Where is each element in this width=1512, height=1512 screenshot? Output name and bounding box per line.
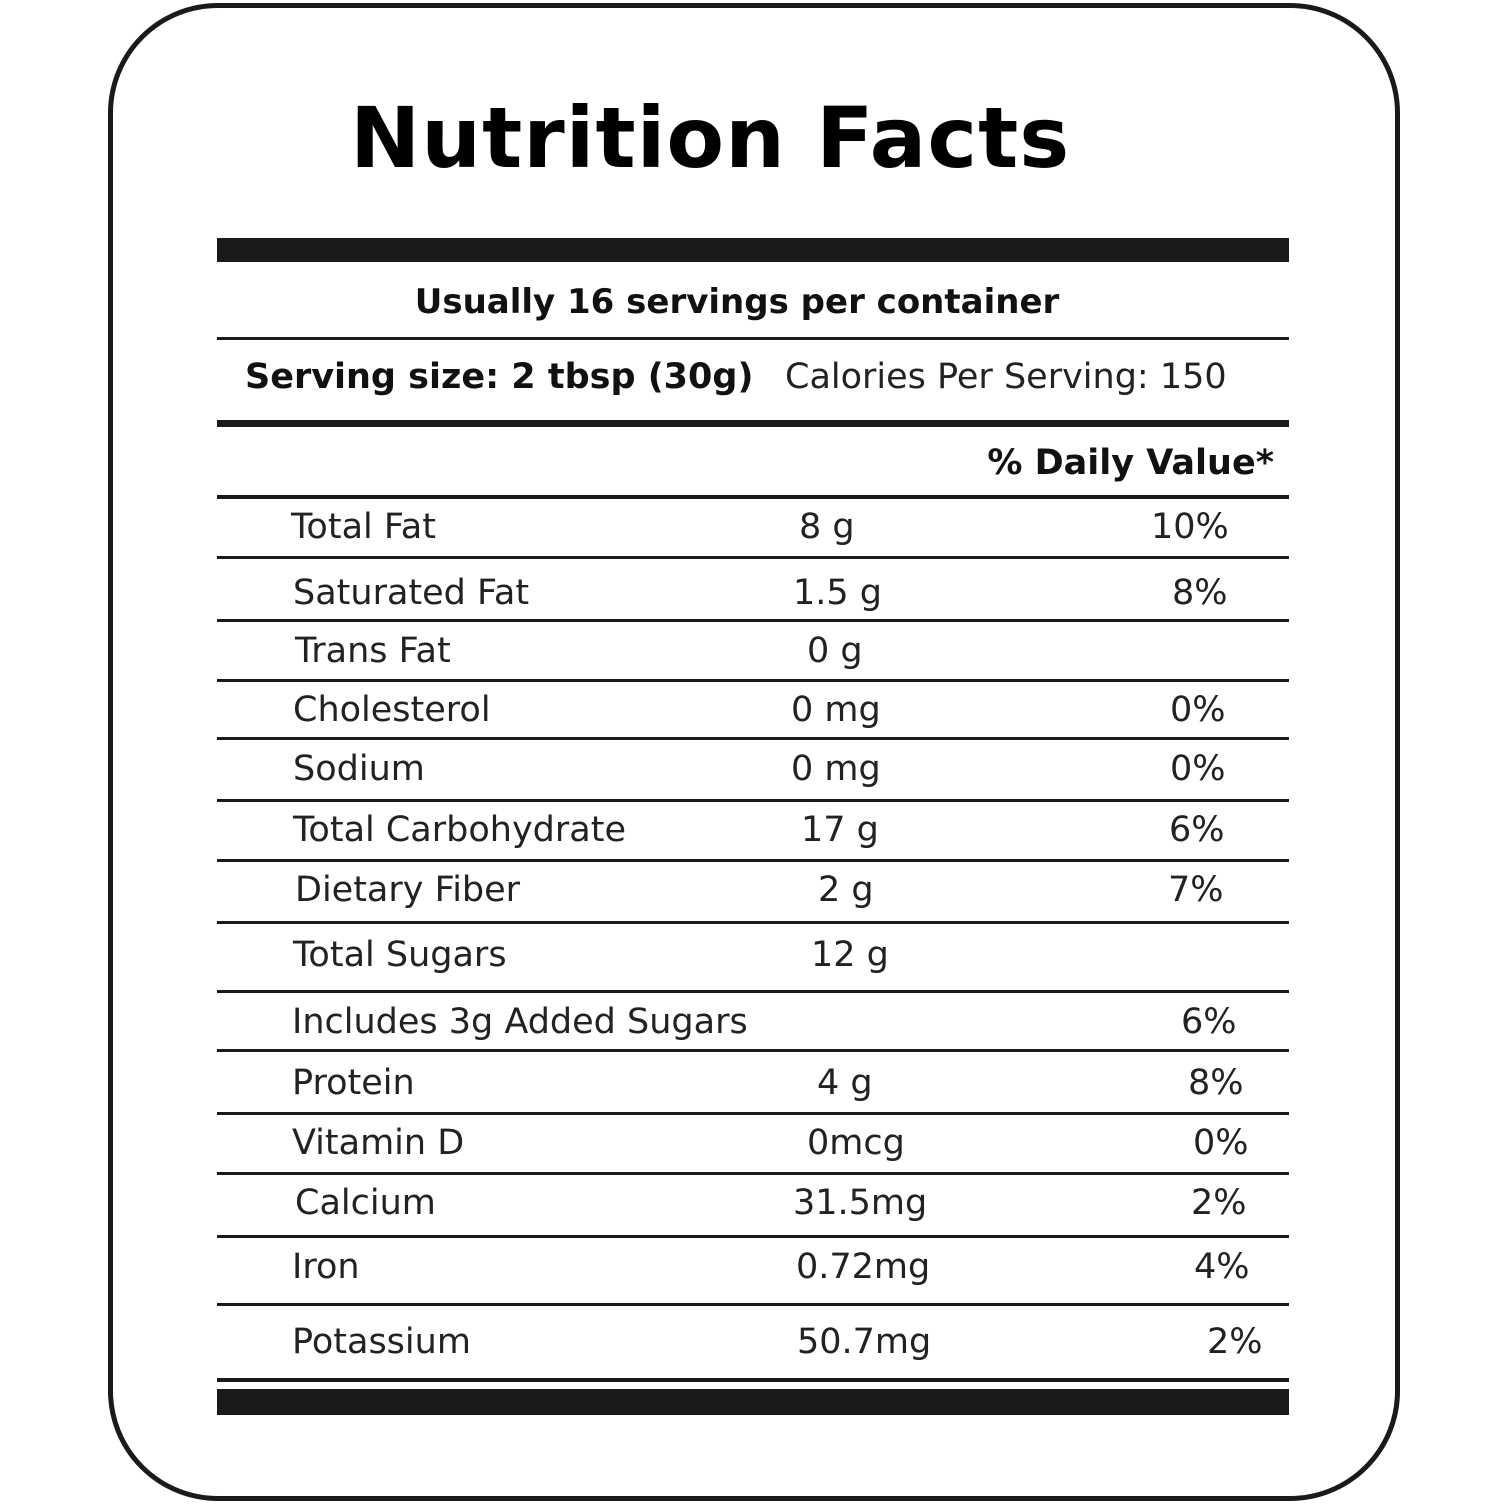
nutrient-name: Includes 3g Added Sugars (292, 1002, 748, 1042)
row-divider (217, 1303, 1289, 1306)
nutrient-daily-value: 0% (1193, 1123, 1249, 1163)
nutrient-amount: 0 mg (791, 749, 881, 789)
nutrient-amount: 31.5mg (793, 1183, 928, 1223)
nutrient-row: Trans Fat 0 g (217, 627, 1289, 671)
row-divider (217, 1049, 1289, 1052)
row-divider (217, 1235, 1289, 1238)
row-divider (217, 737, 1289, 740)
nutrient-daily-value: 6% (1169, 810, 1225, 850)
row-divider (217, 556, 1289, 559)
nutrient-row: Total Fat 8 g 10% (217, 503, 1289, 547)
nutrient-name: Sodium (293, 749, 425, 789)
nutrient-name: Dietary Fiber (295, 870, 521, 910)
nutrient-amount: 4 g (817, 1063, 873, 1103)
nutrient-row: Cholesterol 0 mg 0% (217, 686, 1289, 730)
row-divider (217, 1112, 1289, 1115)
nutrient-name: Vitamin D (292, 1123, 465, 1163)
nutrient-name: Total Carbohydrate (293, 810, 626, 850)
nutrient-row: Vitamin D 0mcg 0% (217, 1119, 1289, 1163)
nutrient-amount: 0.72mg (796, 1247, 931, 1287)
nutrient-daily-value: 8% (1172, 573, 1228, 613)
nutrient-amount: 8 g (799, 507, 855, 547)
nutrient-name: Iron (292, 1247, 360, 1287)
nutrient-row: Saturated Fat 1.5 g 8% (217, 569, 1289, 613)
nutrient-name: Total Fat (291, 507, 436, 547)
bottom-thick-rule (217, 1389, 1289, 1415)
servings-divider (217, 337, 1289, 340)
nutrient-row: Calcium 31.5mg 2% (217, 1179, 1289, 1223)
top-thick-rule (217, 238, 1289, 262)
nutrient-row: Protein 4 g 8% (217, 1059, 1289, 1103)
row-divider (217, 921, 1289, 924)
nutrient-row: Iron 0.72mg 4% (217, 1243, 1289, 1287)
servings-per-container: Usually 16 servings per container (414, 282, 1060, 322)
daily-value-header: % Daily Value* (987, 443, 1274, 483)
row-divider (217, 619, 1289, 622)
nutrient-row: Dietary Fiber 2 g 7% (217, 866, 1289, 910)
nutrient-amount: 1.5 g (793, 573, 883, 613)
nutrient-daily-value: 8% (1188, 1063, 1244, 1103)
nutrient-name: Calcium (295, 1183, 436, 1223)
nutrient-daily-value: 7% (1168, 870, 1224, 910)
nutrient-daily-value: 2% (1191, 1183, 1247, 1223)
label-title: Nutrition Facts (350, 89, 1071, 187)
nutrient-amount: 0mcg (807, 1123, 905, 1163)
nutrient-amount: 0 mg (791, 690, 881, 730)
nutrient-daily-value: 0% (1170, 749, 1226, 789)
nutrient-amount: 0 g (807, 631, 863, 671)
nutrient-daily-value: 4% (1194, 1247, 1250, 1287)
bottom-thin-rule (217, 1378, 1289, 1382)
row-divider (217, 799, 1289, 802)
nutrient-name: Protein (292, 1063, 415, 1103)
nutrient-amount: 12 g (811, 935, 889, 975)
nutrient-row: Total Sugars 12 g (217, 931, 1289, 975)
nutrient-name: Potassium (292, 1322, 471, 1362)
nutrient-daily-value (217, 931, 1512, 979)
serving-medium-rule (217, 420, 1289, 427)
serving-size: Serving size: 2 tbsp (30g) (245, 357, 754, 397)
row-divider (217, 1172, 1289, 1175)
nutrient-row: Total Carbohydrate 17 g 6% (217, 806, 1289, 850)
row-divider (217, 679, 1289, 682)
nutrient-row: Includes 3g Added Sugars 6% (217, 998, 1289, 1042)
nutrient-daily-value: 10% (1151, 507, 1229, 547)
row-divider (217, 990, 1289, 993)
nutrient-name: Trans Fat (295, 631, 451, 671)
nutrient-daily-value: 0% (1170, 690, 1226, 730)
nutrient-amount: 17 g (801, 810, 879, 850)
nutrient-daily-value: 6% (1181, 1002, 1237, 1042)
nutrient-name: Total Sugars (293, 935, 507, 975)
nutrient-name: Saturated Fat (293, 573, 530, 613)
nutrient-row: Sodium 0 mg 0% (217, 745, 1289, 789)
nutrient-daily-value (217, 627, 1512, 675)
calories-per-serving: Calories Per Serving: 150 (785, 357, 1227, 397)
nutrient-row: Potassium 50.7mg 2% (217, 1318, 1289, 1362)
header-divider (217, 495, 1289, 499)
nutrient-amount: 2 g (818, 870, 874, 910)
row-divider (217, 859, 1289, 862)
nutrient-name: Cholesterol (293, 690, 491, 730)
nutrient-daily-value: 2% (1207, 1322, 1263, 1362)
nutrient-amount: 50.7mg (797, 1322, 932, 1362)
